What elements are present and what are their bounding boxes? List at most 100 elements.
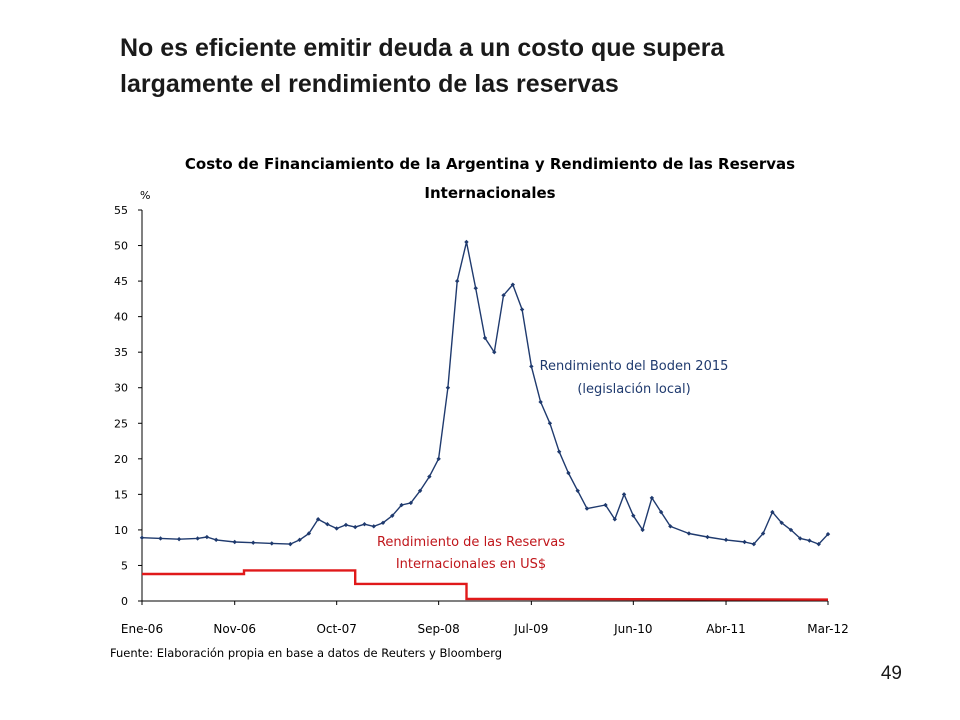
page-number: 49 xyxy=(880,663,902,684)
data-point-boden-2015 xyxy=(353,524,358,530)
data-point-boden-2015 xyxy=(371,524,376,529)
data-point-boden-2015 xyxy=(362,522,367,527)
data-point-boden-2015 xyxy=(464,239,469,245)
data-point-boden-2015 xyxy=(686,531,692,536)
data-point-boden-2015 xyxy=(556,449,562,454)
data-point-boden-2015 xyxy=(640,527,645,533)
data-point-boden-2015 xyxy=(501,293,506,298)
data-point-boden-2015 xyxy=(649,495,655,501)
series-label-reserves-line-1: Rendimiento de las Reservas xyxy=(377,535,565,550)
x-tick-label: Jul-09 xyxy=(513,622,548,636)
y-tick-label: 35 xyxy=(114,346,128,359)
y-tick-label: 50 xyxy=(114,240,128,253)
data-point-boden-2015 xyxy=(315,517,321,522)
data-point-boden-2015 xyxy=(658,509,664,515)
data-point-boden-2015 xyxy=(603,502,608,508)
x-tick-label: Jun-10 xyxy=(613,622,652,636)
source-note: Fuente: Elaboración propia en base a dat… xyxy=(110,646,502,660)
data-point-boden-2015 xyxy=(380,520,386,525)
y-tick-label: 25 xyxy=(114,417,128,430)
data-point-boden-2015 xyxy=(519,307,525,312)
data-point-boden-2015 xyxy=(807,538,812,543)
data-point-boden-2015 xyxy=(492,349,497,355)
data-point-boden-2015 xyxy=(297,537,302,543)
data-point-boden-2015 xyxy=(445,385,451,390)
y-axis-unit-label: % xyxy=(140,189,150,202)
x-tick-label: Sep-08 xyxy=(418,622,460,636)
data-point-boden-2015 xyxy=(529,364,534,369)
slide-title-line-2: largamente el rendimiento de las reserva… xyxy=(120,70,619,98)
series-layer xyxy=(139,239,831,601)
slide-title-line-1: No es eficiente emitir deuda a un costo … xyxy=(120,34,725,62)
data-point-boden-2015 xyxy=(213,537,219,543)
data-point-boden-2015 xyxy=(176,536,182,542)
data-point-boden-2015 xyxy=(251,540,256,545)
data-point-boden-2015 xyxy=(705,534,710,540)
data-point-boden-2015 xyxy=(788,527,794,533)
y-tick-label: 30 xyxy=(114,382,128,395)
data-point-boden-2015 xyxy=(158,536,163,541)
data-point-boden-2015 xyxy=(325,522,330,527)
y-tick-label: 5 xyxy=(121,559,128,572)
data-point-boden-2015 xyxy=(723,537,729,543)
data-point-boden-2015 xyxy=(399,502,404,508)
data-point-boden-2015 xyxy=(473,286,478,291)
data-point-boden-2015 xyxy=(547,421,553,426)
data-point-boden-2015 xyxy=(334,526,339,531)
data-point-boden-2015 xyxy=(436,456,441,462)
x-tick-label: Abr-11 xyxy=(706,622,746,636)
data-point-boden-2015 xyxy=(195,536,200,541)
data-point-boden-2015 xyxy=(770,509,775,515)
data-point-boden-2015 xyxy=(306,531,312,536)
x-tick-label: Mar-12 xyxy=(807,622,848,636)
x-tick-label: Oct-07 xyxy=(316,622,356,636)
data-point-boden-2015 xyxy=(612,517,617,522)
data-point-boden-2015 xyxy=(779,520,784,525)
data-point-boden-2015 xyxy=(288,541,293,547)
y-tick-label: 0 xyxy=(121,595,128,608)
data-point-boden-2015 xyxy=(408,500,414,506)
series-label-boden-line-1: Rendimiento del Boden 2015 xyxy=(540,359,729,374)
data-point-boden-2015 xyxy=(510,282,516,287)
y-tick-label: 55 xyxy=(114,204,128,217)
data-point-boden-2015 xyxy=(751,541,757,547)
data-point-boden-2015 xyxy=(538,399,543,405)
data-point-boden-2015 xyxy=(760,531,766,536)
y-tick-label: 40 xyxy=(114,311,128,324)
data-point-boden-2015 xyxy=(621,492,627,497)
y-tick-label: 10 xyxy=(114,524,128,537)
chart-axes: 0 5 10 15 20 25 30 35 40 45 50 55 Ene-06 Nov-06 Oct-07… xyxy=(114,204,849,636)
series-label-reserves-line-2: Internacionales en US$ xyxy=(396,557,546,572)
y-tick-label: 20 xyxy=(114,453,128,466)
data-point-boden-2015 xyxy=(454,278,460,284)
slide-title: No es eficiente emitir deuda a un costo … xyxy=(120,30,880,102)
series-label-boden-line-2: (legislación local) xyxy=(577,382,690,397)
series-line-reserves-yield xyxy=(142,569,829,601)
data-point-boden-2015 xyxy=(204,534,210,540)
data-point-boden-2015 xyxy=(575,488,580,494)
data-point-boden-2015 xyxy=(269,541,274,546)
series-line-boden-2015 xyxy=(141,241,829,545)
data-point-boden-2015 xyxy=(584,506,590,511)
x-tick-label: Nov-06 xyxy=(213,622,256,636)
y-tick-label: 15 xyxy=(114,488,128,501)
data-point-boden-2015 xyxy=(797,536,803,541)
data-point-boden-2015 xyxy=(482,335,488,341)
data-point-boden-2015 xyxy=(417,488,423,494)
data-point-boden-2015 xyxy=(742,539,747,545)
data-point-boden-2015 xyxy=(825,531,831,537)
data-point-boden-2015 xyxy=(668,524,673,529)
data-point-boden-2015 xyxy=(566,470,571,476)
x-tick-label: Ene-06 xyxy=(121,622,163,636)
data-point-boden-2015 xyxy=(427,474,432,479)
chart-title-line-1: Costo de Financiamiento de la Argentina … xyxy=(185,155,795,173)
data-point-boden-2015 xyxy=(631,513,636,518)
data-point-boden-2015 xyxy=(139,535,145,540)
data-point-boden-2015 xyxy=(343,522,349,528)
data-point-boden-2015 xyxy=(816,541,821,547)
data-point-boden-2015 xyxy=(390,513,395,518)
y-tick-label: 45 xyxy=(114,275,128,288)
chart-title-line-2: Internacionales xyxy=(424,184,555,202)
data-point-boden-2015 xyxy=(232,539,237,545)
